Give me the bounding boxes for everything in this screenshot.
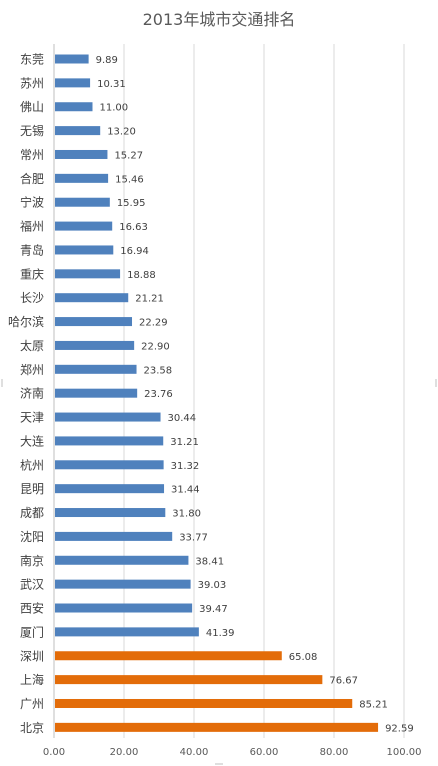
category-label: 上海 [20, 672, 44, 687]
x-tick-label: 60.00 [250, 747, 279, 758]
bar [55, 293, 129, 303]
data-label: 31.44 [171, 485, 200, 496]
data-label: 15.27 [114, 150, 143, 161]
bar [55, 460, 164, 470]
data-label: 23.58 [144, 365, 173, 376]
x-tick-label: 0.00 [43, 747, 65, 758]
bar [55, 221, 113, 231]
bar [55, 54, 89, 64]
data-label: 15.46 [115, 174, 144, 185]
category-label: 苏州 [20, 76, 44, 90]
category-label: 南京 [20, 553, 44, 568]
category-label: 无锡 [20, 123, 44, 138]
data-label: 18.88 [127, 270, 156, 281]
bar [55, 603, 193, 613]
category-label: 天津 [20, 411, 44, 425]
bar [55, 149, 108, 159]
category-label: 广州 [20, 697, 44, 711]
category-label: 哈尔滨 [8, 314, 44, 329]
data-label: 13.20 [107, 127, 136, 138]
category-label: 青岛 [20, 242, 44, 257]
category-label: 武汉 [20, 578, 44, 592]
bar [55, 579, 191, 589]
category-label: 济南 [20, 386, 44, 401]
bar [55, 651, 282, 661]
data-label: 23.76 [144, 389, 173, 400]
data-label: 31.32 [171, 461, 200, 472]
category-label: 东莞 [20, 53, 44, 67]
category-label: 重庆 [20, 267, 44, 281]
bar [55, 340, 135, 350]
bar [55, 412, 161, 422]
category-label: 沈阳 [20, 529, 44, 544]
data-label: 16.63 [119, 222, 148, 233]
category-label: 常州 [20, 148, 44, 162]
category-label: 杭州 [20, 457, 44, 472]
bar [55, 317, 133, 327]
data-label: 21.21 [135, 294, 164, 305]
category-label: 大连 [20, 433, 44, 448]
category-label: 佛山 [20, 100, 44, 114]
category-label: 成都 [20, 506, 44, 520]
data-label: 38.41 [195, 556, 224, 567]
bar [55, 698, 353, 708]
data-label: 85.21 [359, 699, 388, 710]
bar [55, 126, 101, 136]
category-label: 合肥 [20, 171, 44, 186]
data-label: 22.29 [139, 318, 168, 329]
category-label: 太原 [20, 338, 44, 353]
category-label: 昆明 [20, 482, 44, 496]
data-label: 30.44 [168, 413, 197, 424]
bar [55, 197, 110, 207]
bar [55, 102, 93, 112]
bar [55, 364, 137, 374]
x-tick-label: 80.00 [320, 747, 349, 758]
bar [55, 436, 164, 446]
data-label: 15.95 [117, 198, 146, 209]
data-label: 92.59 [385, 723, 414, 734]
bar [55, 245, 114, 255]
data-label: 31.21 [170, 437, 199, 448]
data-label: 65.08 [289, 652, 318, 663]
bar [55, 173, 109, 183]
data-label: 39.47 [199, 604, 228, 615]
x-tick-label: 100.00 [387, 747, 422, 758]
data-label: 11.00 [100, 103, 129, 114]
x-tick-label: 40.00 [180, 747, 209, 758]
category-label: 北京 [20, 721, 44, 735]
x-tick-label: 20.00 [110, 747, 139, 758]
chart-title: 2013年城市交通排名 [142, 10, 296, 29]
data-label: 39.03 [198, 580, 227, 591]
category-label: 厦门 [20, 624, 44, 639]
bar [55, 675, 323, 685]
bar [55, 722, 379, 732]
data-label: 31.80 [172, 509, 201, 520]
bar [55, 78, 91, 88]
category-label: 深圳 [20, 649, 44, 663]
bar [55, 627, 199, 637]
data-label: 33.77 [179, 532, 208, 543]
data-label: 22.90 [141, 341, 170, 352]
category-label: 福州 [20, 219, 44, 234]
bar [55, 269, 121, 279]
bar [55, 531, 173, 541]
bar [55, 508, 166, 518]
data-label: 10.31 [97, 79, 126, 90]
bar [55, 484, 165, 494]
bar [55, 555, 189, 565]
category-label: 宁波 [20, 195, 44, 210]
data-label: 76.67 [329, 676, 358, 687]
category-label: 郑州 [20, 362, 44, 377]
data-label: 16.94 [120, 246, 149, 257]
bar [55, 388, 138, 398]
category-label: 长沙 [20, 291, 44, 305]
data-label: 41.39 [206, 628, 235, 639]
data-label: 9.89 [96, 55, 118, 66]
category-label: 西安 [20, 601, 44, 616]
